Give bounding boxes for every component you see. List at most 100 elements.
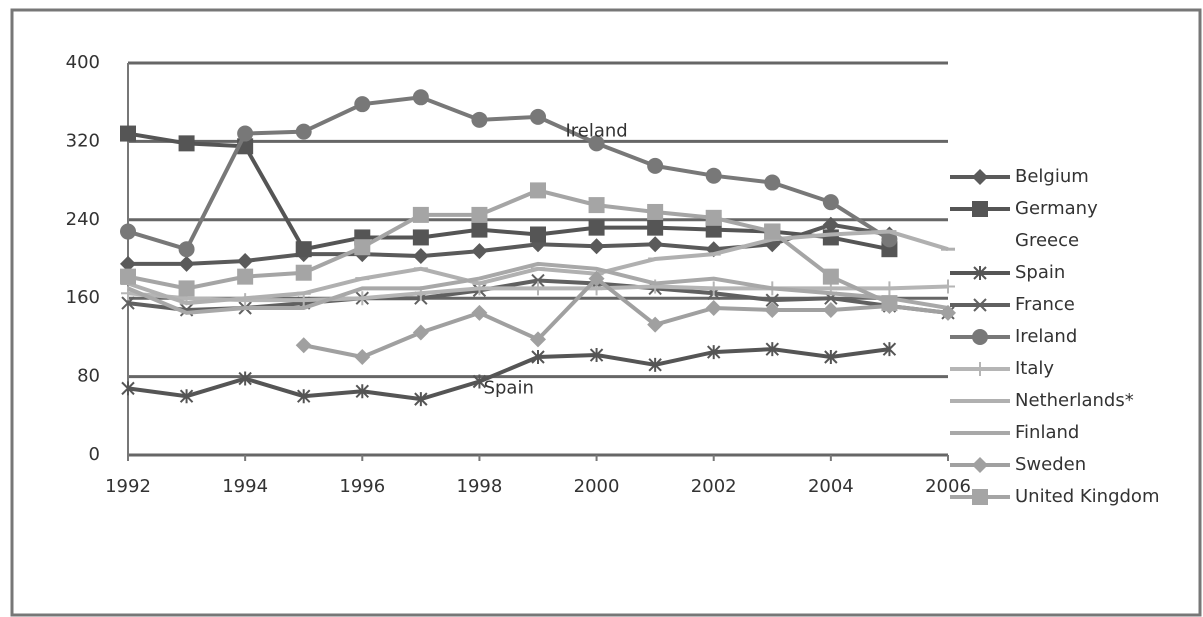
legend-label: Germany xyxy=(1015,198,1098,219)
point xyxy=(588,238,605,255)
chart-frame xyxy=(10,8,1202,617)
point xyxy=(354,96,371,113)
point xyxy=(120,255,136,272)
point xyxy=(471,221,488,238)
x-tick-label: 2006 xyxy=(925,476,971,497)
x-tick-label: 2004 xyxy=(808,476,854,497)
point xyxy=(941,279,955,294)
legend-label: Greece xyxy=(1015,230,1079,251)
legend-label: Sweden xyxy=(1015,454,1086,475)
point xyxy=(647,316,664,333)
legend-marker xyxy=(972,329,988,345)
legend-label: Finland xyxy=(1015,422,1079,443)
x-tick-label: 1992 xyxy=(105,476,151,497)
point xyxy=(120,223,136,240)
point xyxy=(471,304,488,321)
x-tick-label: 1996 xyxy=(339,476,385,497)
point xyxy=(882,342,897,357)
y-tick-label: 80 xyxy=(77,366,100,387)
point xyxy=(765,293,779,307)
point xyxy=(531,350,545,364)
point xyxy=(120,268,136,285)
point xyxy=(648,357,662,372)
point xyxy=(588,270,605,287)
legend-label: Ireland xyxy=(1015,326,1077,347)
point xyxy=(295,241,312,258)
point xyxy=(412,324,429,341)
point xyxy=(472,374,487,389)
legend-label: Netherlands* xyxy=(1015,390,1134,411)
legend-marker xyxy=(973,266,987,280)
point xyxy=(530,108,546,125)
point xyxy=(764,301,781,318)
point xyxy=(412,248,429,265)
point xyxy=(121,296,135,310)
point xyxy=(822,229,839,246)
point xyxy=(589,348,604,363)
point xyxy=(706,281,721,296)
point xyxy=(705,167,722,184)
y-tick-label: 400 xyxy=(66,52,100,73)
point xyxy=(295,337,312,354)
series-line xyxy=(127,188,891,305)
point xyxy=(530,182,546,199)
point xyxy=(354,349,371,365)
point xyxy=(940,304,956,321)
point xyxy=(295,123,312,140)
point xyxy=(707,345,721,360)
series-line xyxy=(303,275,949,360)
point xyxy=(824,350,838,364)
point xyxy=(822,301,839,318)
legend-marker xyxy=(972,201,988,217)
point xyxy=(705,209,722,226)
point xyxy=(412,89,429,106)
legend-marker xyxy=(972,489,988,505)
point xyxy=(354,239,371,256)
point xyxy=(531,281,545,296)
point xyxy=(412,229,429,246)
point xyxy=(647,236,664,253)
point xyxy=(178,241,195,258)
point xyxy=(765,342,779,357)
point xyxy=(471,206,488,223)
point xyxy=(237,125,254,142)
legend-label: France xyxy=(1015,294,1075,315)
point xyxy=(471,111,488,128)
legend-label: United Kingdom xyxy=(1015,486,1159,507)
point xyxy=(237,252,254,269)
point xyxy=(355,384,369,399)
legend-marker xyxy=(972,169,988,185)
point xyxy=(882,281,897,296)
point xyxy=(297,389,311,404)
point xyxy=(822,216,839,233)
series-line xyxy=(127,347,890,402)
point xyxy=(822,194,839,211)
point xyxy=(588,219,605,236)
point xyxy=(764,174,781,191)
point xyxy=(705,241,722,258)
point xyxy=(412,206,429,223)
y-tick-label: 160 xyxy=(66,287,100,308)
point xyxy=(647,219,664,236)
point xyxy=(764,223,781,240)
point xyxy=(705,300,722,316)
y-tick-label: 0 xyxy=(89,444,100,465)
annotation: Ireland xyxy=(565,121,627,142)
annotation: Spain xyxy=(484,377,534,398)
point xyxy=(295,264,312,281)
y-tick-label: 320 xyxy=(66,130,100,151)
point xyxy=(178,255,195,272)
point xyxy=(178,280,195,297)
x-tick-label: 1998 xyxy=(457,476,503,497)
point xyxy=(179,389,194,404)
point xyxy=(238,371,252,386)
point xyxy=(647,203,664,220)
point xyxy=(881,231,898,248)
point xyxy=(414,392,428,407)
point xyxy=(588,135,605,152)
legend-marker xyxy=(973,298,987,312)
point xyxy=(296,293,311,308)
y-tick-label: 240 xyxy=(66,209,100,230)
x-tick-label: 1994 xyxy=(222,476,268,497)
x-tick-label: 2002 xyxy=(691,476,737,497)
